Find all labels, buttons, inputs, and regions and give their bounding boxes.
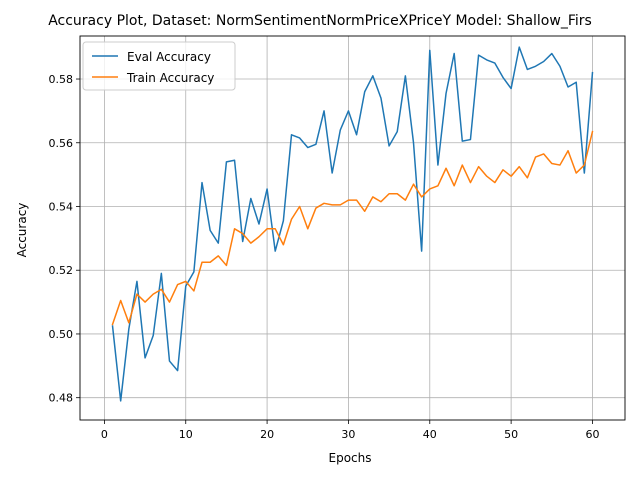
y-tick-label: 0.48 xyxy=(49,392,74,405)
legend: Eval Accuracy Train Accuracy xyxy=(82,41,236,91)
x-tick-label: 60 xyxy=(585,428,599,441)
plot-frame xyxy=(79,35,626,421)
y-tick-label: 0.56 xyxy=(49,137,74,150)
series-line-train xyxy=(111,130,594,326)
y-axis-label: Accuracy xyxy=(15,203,29,258)
grid-lines xyxy=(80,36,625,420)
x-tick-label: 30 xyxy=(341,428,355,441)
y-tick-label: 0.52 xyxy=(49,264,74,277)
series-line-eval xyxy=(111,46,594,402)
plot-area xyxy=(79,35,626,421)
plot-background xyxy=(80,36,625,420)
legend-item-train: Train Accuracy xyxy=(92,71,214,85)
y-axis: 0.48 0.50 0.52 0.54 0.56 0.58 xyxy=(49,73,80,405)
x-tick-label: 40 xyxy=(423,428,437,441)
x-tick-label: 10 xyxy=(179,428,193,441)
x-tick-label: 0 xyxy=(101,428,108,441)
legend-item-eval: Eval Accuracy xyxy=(92,50,211,64)
y-tick-label: 0.58 xyxy=(49,73,74,86)
chart-title: Accuracy Plot, Dataset: NormSentimentNor… xyxy=(48,13,592,29)
x-axis: 0 10 20 30 40 50 60 xyxy=(101,420,599,441)
x-axis-label: Epochs xyxy=(329,451,372,465)
legend-label-train: Train Accuracy xyxy=(126,71,214,85)
legend-label-eval: Eval Accuracy xyxy=(127,50,211,64)
x-tick-label: 20 xyxy=(260,428,274,441)
legend-box xyxy=(82,41,236,91)
y-tick-label: 0.54 xyxy=(49,200,74,213)
x-tick-label: 50 xyxy=(504,428,518,441)
y-tick-label: 0.50 xyxy=(49,328,74,341)
series-layer xyxy=(111,46,594,402)
